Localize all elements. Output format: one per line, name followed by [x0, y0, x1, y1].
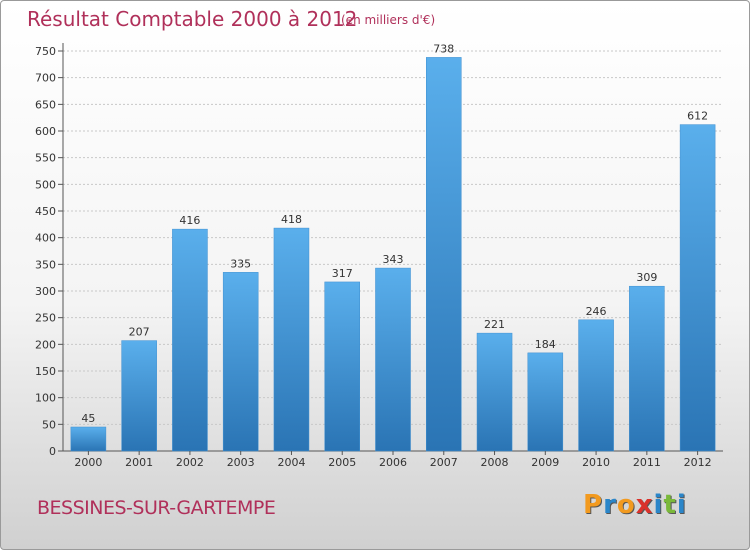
bar-2006	[375, 267, 411, 452]
x-tick-label-2008: 2008	[481, 456, 509, 469]
bar-2007	[426, 57, 462, 452]
y-tick-label: 600	[35, 125, 56, 138]
y-tick-label: 350	[35, 258, 56, 271]
bar-2003	[222, 272, 259, 452]
x-tick-label-2000: 2000	[74, 456, 102, 469]
x-tick-label-2010: 2010	[582, 456, 610, 469]
bar-2002	[172, 228, 208, 452]
y-tick-label: 650	[35, 98, 56, 111]
bar-2005	[324, 281, 360, 452]
y-tick-label: 500	[35, 178, 56, 191]
bar-2000	[70, 426, 107, 452]
logo-letter: o	[616, 490, 636, 520]
y-tick-label: 200	[35, 338, 56, 351]
x-tick-label-2012: 2012	[684, 456, 712, 469]
y-tick-label: 400	[35, 232, 56, 245]
logo-letter: t	[663, 490, 677, 520]
y-tick-label: 50	[42, 418, 56, 431]
x-tick-label-2005: 2005	[328, 456, 356, 469]
data-label-2002: 416	[179, 214, 200, 227]
data-label-2009: 184	[535, 338, 556, 351]
data-label-2003: 335	[230, 257, 251, 270]
bar-2004	[273, 227, 310, 452]
y-tick-label: 150	[35, 365, 56, 378]
x-tick-label-2006: 2006	[379, 456, 407, 469]
proxiti-logo: Proxiti	[583, 490, 687, 520]
bar-2012	[679, 124, 716, 452]
logo-letter: r	[603, 490, 617, 520]
commune-name: BESSINES-SUR-GARTEMPE	[37, 497, 276, 519]
logo-letter: i	[676, 490, 687, 520]
chart-subtitle: (en milliers d'€)	[341, 13, 436, 27]
x-tick-label-2011: 2011	[633, 456, 661, 469]
y-tick-label: 300	[35, 285, 56, 298]
data-label-2007: 738	[433, 42, 454, 55]
data-label-2000: 45	[81, 412, 95, 425]
y-tick-label: 550	[35, 152, 56, 165]
logo-letter: x	[635, 490, 654, 520]
y-tick-label: 250	[35, 312, 56, 325]
x-tick-label-2009: 2009	[531, 456, 559, 469]
data-label-2006: 343	[383, 253, 404, 266]
y-tick-label: 750	[35, 45, 56, 58]
data-label-2004: 418	[281, 213, 302, 226]
y-tick-label: 700	[35, 72, 56, 85]
bar-2011	[629, 285, 665, 452]
data-label-2012: 612	[687, 110, 708, 123]
y-tick-label: 450	[35, 205, 56, 218]
logo-letter: P	[583, 490, 604, 520]
data-label-2011: 309	[636, 271, 657, 284]
data-label-2005: 317	[332, 267, 353, 280]
x-tick-label-2001: 2001	[125, 456, 153, 469]
bar-2008	[476, 332, 513, 452]
x-tick-label-2002: 2002	[176, 456, 204, 469]
data-label-2010: 246	[586, 305, 607, 318]
logo-letter: i	[653, 490, 664, 520]
x-tick-label-2004: 2004	[277, 456, 305, 469]
bar-2009	[527, 352, 564, 452]
bar-2010	[578, 319, 614, 452]
data-label-2008: 221	[484, 318, 505, 331]
y-tick-label: 0	[49, 445, 56, 458]
chart-title: Résultat Comptable 2000 à 2012	[27, 7, 358, 31]
y-tick-label: 100	[35, 392, 56, 405]
x-tick-label-2007: 2007	[430, 456, 458, 469]
bar-2001	[121, 340, 157, 452]
data-label-2001: 207	[129, 326, 150, 339]
x-tick-label-2003: 2003	[227, 456, 255, 469]
